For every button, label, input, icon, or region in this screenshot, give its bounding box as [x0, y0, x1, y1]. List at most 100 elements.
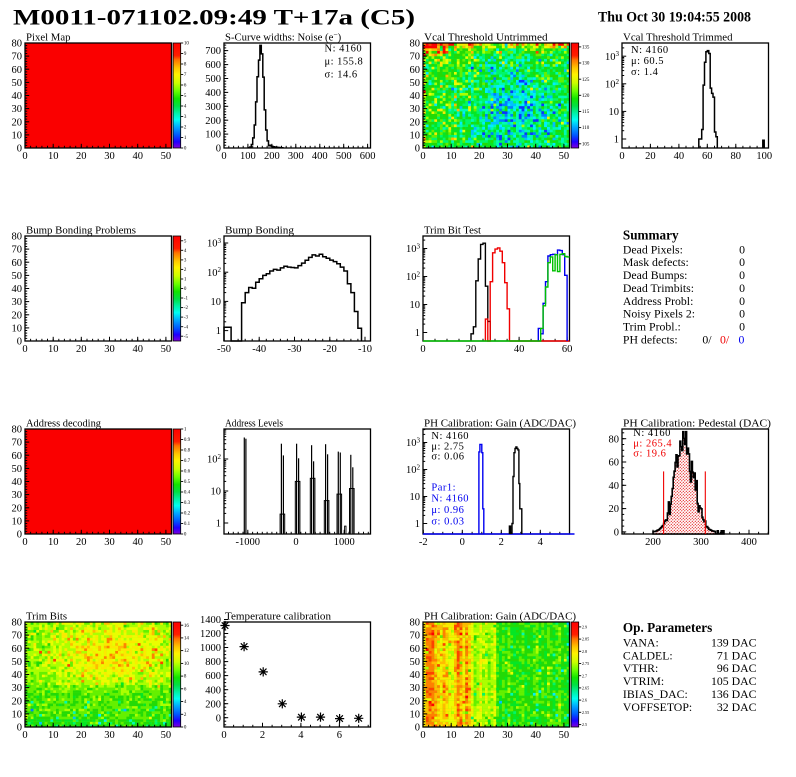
- svg-text:-50: -50: [217, 344, 231, 355]
- svg-text:40: 40: [132, 344, 143, 355]
- svg-text:0: 0: [22, 151, 27, 162]
- svg-text:0.8: 0.8: [184, 449, 191, 454]
- svg-text:-20: -20: [323, 344, 337, 355]
- svg-text:70: 70: [12, 631, 23, 642]
- svg-text:10: 10: [12, 131, 23, 142]
- svg-text:1000: 1000: [200, 643, 221, 654]
- svg-text:20: 20: [76, 344, 87, 355]
- svg-text:0.1: 0.1: [184, 522, 191, 527]
- svg-text:40: 40: [132, 151, 143, 162]
- svg-text:500: 500: [336, 151, 352, 162]
- svg-text:Mask defects:: Mask defects:: [623, 255, 689, 269]
- svg-text:105: 105: [582, 142, 590, 147]
- svg-text:30: 30: [12, 683, 23, 694]
- svg-text:10: 10: [410, 300, 421, 311]
- svg-text:0.2: 0.2: [184, 512, 191, 517]
- svg-text:1: 1: [614, 135, 619, 146]
- svg-text:0.9: 0.9: [184, 438, 191, 443]
- svg-text:600: 600: [360, 151, 376, 162]
- svg-text:Address Probl:: Address Probl:: [623, 294, 693, 308]
- svg-text:40: 40: [12, 284, 23, 295]
- svg-text:135: 135: [582, 46, 590, 51]
- svg-text:0: 0: [17, 723, 22, 734]
- svg-text:1: 1: [415, 519, 420, 530]
- svg-text:μ: 0.96: μ: 0.96: [431, 505, 464, 516]
- svg-text:20: 20: [76, 151, 87, 162]
- svg-text:-3: -3: [184, 316, 189, 321]
- svg-text:30: 30: [104, 344, 115, 355]
- svg-text:30: 30: [502, 151, 513, 162]
- svg-text:PH Calibration: Gain (ADC/DAC): PH Calibration: Gain (ADC/DAC): [424, 418, 576, 430]
- svg-text:40: 40: [132, 537, 143, 548]
- svg-text:N: 4160: N: 4160: [431, 431, 469, 442]
- svg-text:Vcal Threshold Trimmed: Vcal Threshold Trimmed: [623, 32, 733, 44]
- svg-text:-10: -10: [358, 344, 372, 355]
- svg-text:800: 800: [205, 657, 221, 668]
- svg-text:14: 14: [184, 637, 190, 642]
- svg-text:50: 50: [410, 78, 421, 89]
- svg-text:100: 100: [205, 130, 221, 141]
- svg-text:10: 10: [410, 492, 421, 503]
- svg-text:0: 0: [420, 344, 425, 355]
- svg-text:20: 20: [645, 151, 656, 162]
- svg-text:400: 400: [205, 88, 221, 99]
- svg-text:4: 4: [298, 730, 304, 741]
- svg-text:30: 30: [12, 104, 23, 115]
- svg-text:40: 40: [674, 151, 685, 162]
- svg-text:60: 60: [609, 458, 620, 469]
- svg-text:0/: 0/: [720, 332, 730, 346]
- svg-text:Thu Oct 30 19:04:55 2008: Thu Oct 30 19:04:55 2008: [598, 10, 751, 26]
- svg-text:0: 0: [221, 730, 226, 741]
- svg-text:50: 50: [161, 537, 172, 548]
- svg-text:60: 60: [410, 65, 421, 76]
- svg-text:110: 110: [582, 126, 590, 131]
- svg-text:115: 115: [582, 110, 590, 115]
- svg-text:0: 0: [739, 255, 745, 269]
- svg-text:100: 100: [756, 151, 772, 162]
- svg-text:80: 80: [609, 434, 620, 445]
- svg-text:1400: 1400: [200, 615, 221, 626]
- svg-text:10: 10: [48, 344, 59, 355]
- svg-text:σ: 14.6: σ: 14.6: [325, 70, 358, 81]
- svg-text:125: 125: [582, 78, 590, 83]
- svg-text:1: 1: [216, 326, 221, 337]
- svg-text:10: 10: [12, 517, 23, 528]
- svg-text:1000: 1000: [334, 537, 355, 548]
- svg-text:S-Curve widths: Noise (e−): S-Curve widths: Noise (e−): [225, 30, 342, 44]
- svg-text:10: 10: [12, 710, 23, 721]
- svg-text:1200: 1200: [200, 629, 221, 640]
- svg-text:Temperature calibration: Temperature calibration: [225, 611, 331, 623]
- svg-text:20: 20: [609, 504, 620, 515]
- svg-text:Bump Bonding: Bump Bonding: [225, 225, 294, 237]
- svg-text:40: 40: [410, 91, 421, 102]
- svg-text:Par1:: Par1:: [431, 482, 456, 493]
- svg-text:10: 10: [48, 151, 59, 162]
- svg-text:0: 0: [293, 537, 298, 548]
- svg-text:σ: 19.6: σ: 19.6: [633, 449, 666, 460]
- svg-text:20: 20: [76, 537, 87, 548]
- svg-text:20: 20: [410, 117, 421, 128]
- svg-text:300: 300: [693, 537, 709, 548]
- svg-text:50: 50: [12, 271, 23, 282]
- svg-text:200: 200: [264, 151, 280, 162]
- svg-text:0.6: 0.6: [184, 470, 191, 475]
- svg-text:80: 80: [12, 618, 23, 629]
- svg-text:0: 0: [415, 144, 420, 155]
- svg-text:70: 70: [12, 245, 23, 256]
- svg-text:N: 4160: N: 4160: [633, 428, 671, 439]
- svg-text:10: 10: [184, 42, 190, 47]
- svg-text:300: 300: [288, 151, 304, 162]
- svg-text:10: 10: [211, 297, 222, 308]
- svg-text:-2: -2: [184, 306, 189, 311]
- svg-text:40: 40: [609, 481, 620, 492]
- svg-text:40: 40: [12, 670, 23, 681]
- svg-text:10: 10: [48, 537, 59, 548]
- svg-text:30: 30: [104, 537, 115, 548]
- svg-text:1: 1: [216, 519, 221, 530]
- svg-text:30: 30: [104, 730, 115, 741]
- svg-text:μ: 60.5: μ: 60.5: [631, 56, 664, 67]
- svg-text:80: 80: [12, 425, 23, 436]
- svg-text:Address decoding: Address decoding: [26, 418, 101, 430]
- svg-text:0: 0: [221, 151, 226, 162]
- svg-text:60: 60: [12, 451, 23, 462]
